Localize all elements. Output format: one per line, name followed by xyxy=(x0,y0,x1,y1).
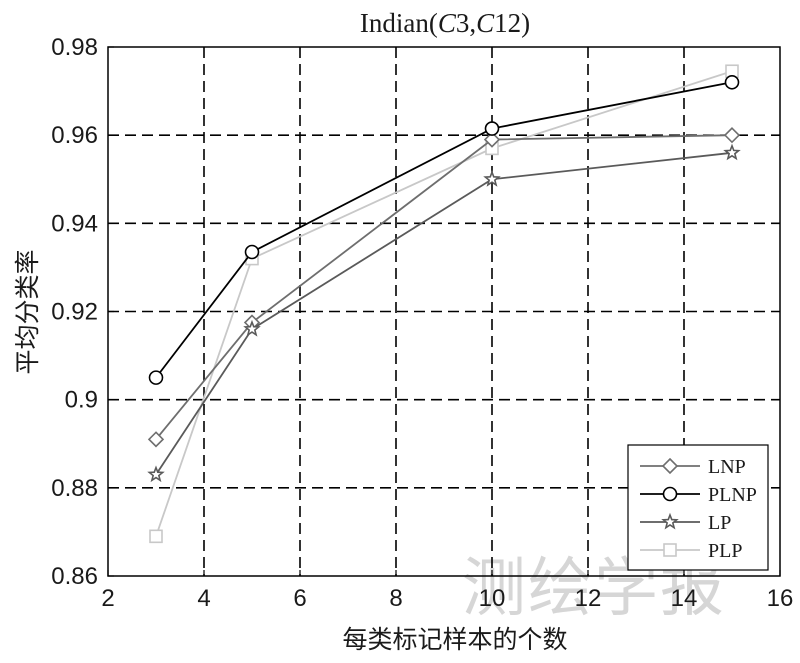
data-point-circle xyxy=(662,486,678,502)
data-point-star xyxy=(723,143,741,161)
x-tick-label: 2 xyxy=(101,585,114,612)
x-tick-label: 14 xyxy=(671,585,698,612)
data-point-circle xyxy=(484,121,500,136)
data-point-circle xyxy=(148,370,164,385)
x-tick-label: 8 xyxy=(389,585,402,612)
y-axis: 0.86 0.88 0.9 0.92 0.94 0.96 0.98 xyxy=(51,34,114,590)
data-point-diamond xyxy=(661,457,679,475)
legend-label: LNP xyxy=(708,456,746,478)
x-tick-label: 16 xyxy=(767,585,794,612)
data-point-diamond xyxy=(723,127,741,144)
legend-item: PLP xyxy=(640,540,742,562)
series-lp xyxy=(147,143,741,483)
legend-label: LP xyxy=(708,512,731,534)
series-lnp xyxy=(147,127,741,448)
x-tick-label: 6 xyxy=(293,585,306,612)
y-tick-label: 0.86 xyxy=(51,563,98,590)
x-tick-label: 10 xyxy=(479,585,506,612)
data-point-square xyxy=(149,529,163,544)
legend-box xyxy=(627,444,769,571)
x-axis: 2 4 6 8 10 12 14 16 xyxy=(101,570,793,612)
y-tick-label: 0.92 xyxy=(51,299,98,326)
data-point-star xyxy=(661,512,679,530)
y-tick-label: 0.98 xyxy=(51,34,98,61)
y-tick-label: 0.96 xyxy=(51,122,98,149)
data-point-star xyxy=(147,465,165,483)
x-axis-label: 每类标记样本的个数 xyxy=(342,625,567,654)
series-plp xyxy=(149,64,739,544)
y-tick-label: 0.9 xyxy=(65,387,98,414)
y-tick-label: 0.88 xyxy=(51,475,98,502)
legend-label: PLP xyxy=(708,540,742,562)
series-line xyxy=(155,70,733,537)
data-point-star xyxy=(243,319,261,337)
series-plnp xyxy=(148,74,740,385)
data-point-circle xyxy=(724,74,740,90)
y-tick-label: 0.94 xyxy=(51,210,98,237)
data-point-diamond xyxy=(147,431,165,448)
series-line xyxy=(155,81,733,379)
series-group xyxy=(147,64,741,544)
series-line xyxy=(155,134,733,440)
x-tick-label: 4 xyxy=(197,585,210,612)
data-point-square xyxy=(663,543,677,557)
data-point-diamond xyxy=(483,131,501,148)
series-line xyxy=(155,151,733,476)
data-point-circle xyxy=(244,244,260,260)
data-point-star xyxy=(483,170,501,187)
y-axis-label: 平均分类率 xyxy=(13,249,42,374)
legend-label: PLNP xyxy=(708,484,757,506)
legend-item: LP xyxy=(640,512,731,534)
legend-item: PLNP xyxy=(640,484,757,506)
legend: LNP PLNP LP PLP xyxy=(627,444,769,571)
legend-item: LNP xyxy=(640,456,746,478)
chart-title: Indian(C3,C12) xyxy=(360,8,530,38)
x-tick-label: 12 xyxy=(575,585,602,612)
